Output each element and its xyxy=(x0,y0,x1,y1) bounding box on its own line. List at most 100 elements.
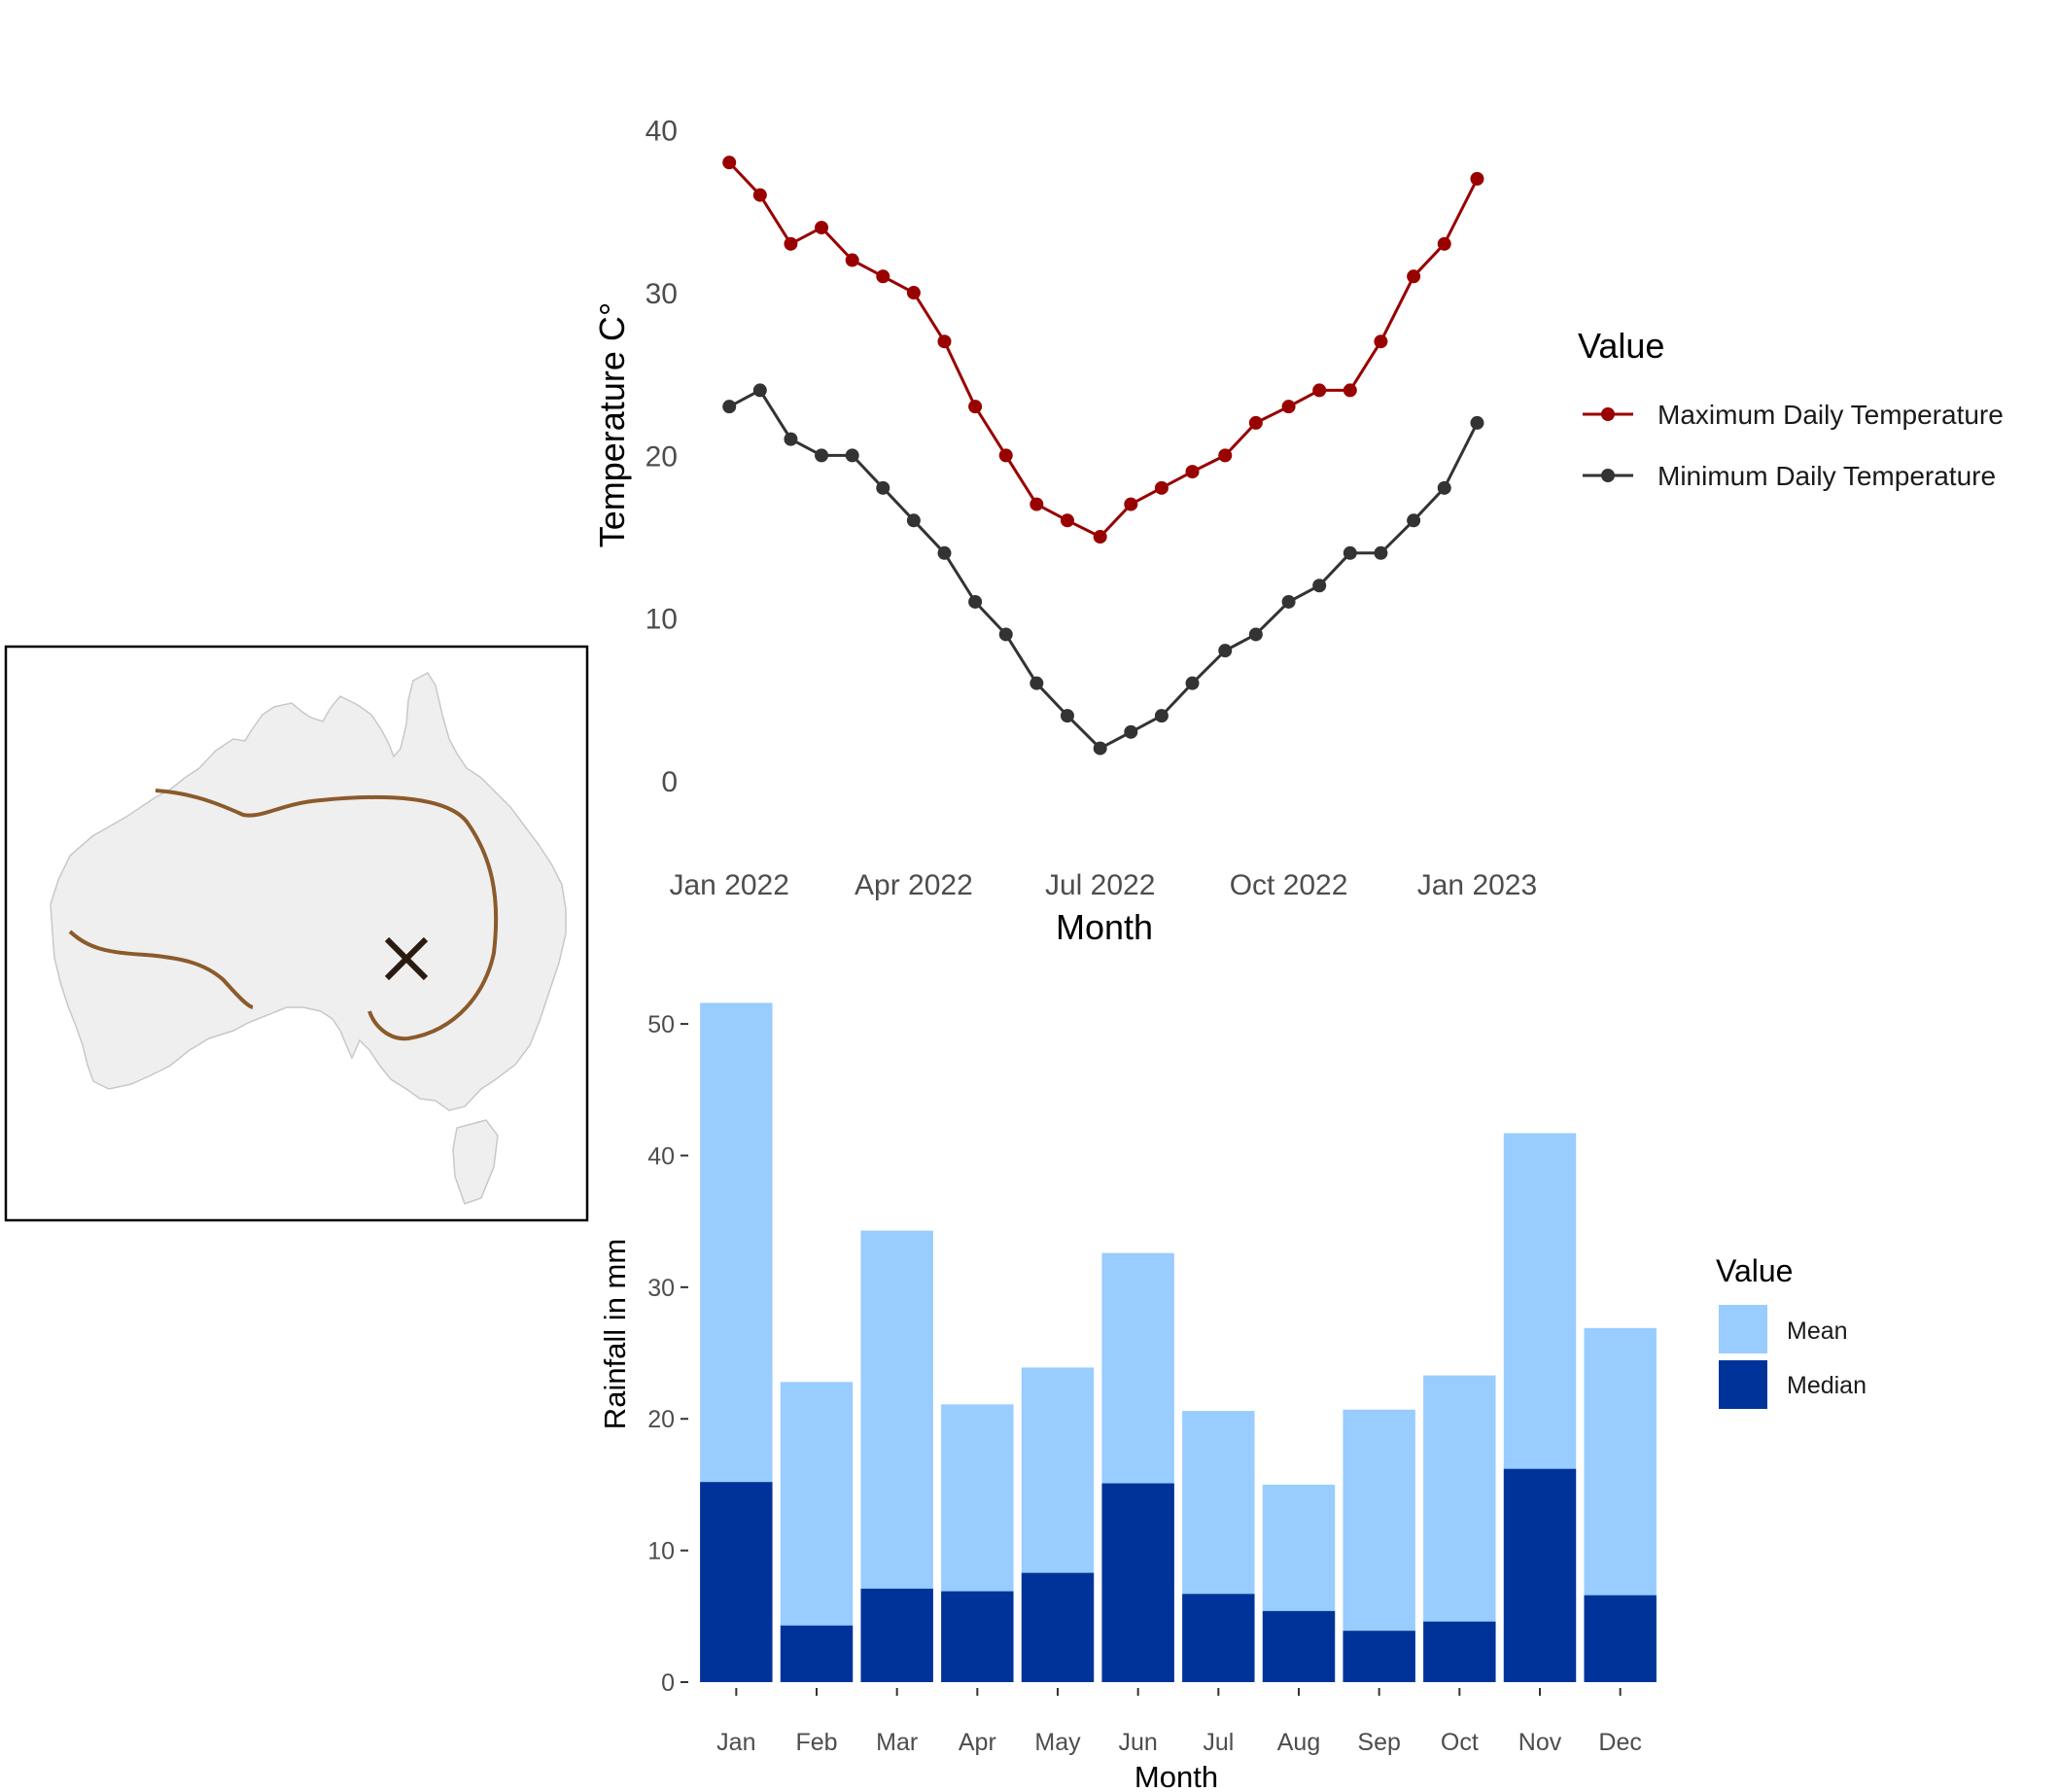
bar-y-tick-label: 40 xyxy=(647,1142,675,1170)
line-x-axis-title: Month xyxy=(1056,907,1153,947)
temperature-line-chart: 0 10 20 30 40 Jan 2022 Apr 2022 Jul 2022 Oct 20… xyxy=(592,116,2004,947)
data-point xyxy=(784,432,798,446)
bar-y-tick-label: 10 xyxy=(647,1538,675,1565)
bar-median xyxy=(1343,1631,1415,1682)
data-point xyxy=(937,334,952,349)
data-point xyxy=(1154,709,1169,723)
bar-x-tick-label: Jul xyxy=(1203,1729,1234,1756)
bar-x-tick-label: Mar xyxy=(876,1729,918,1756)
bar-y-axis-title: Rainfall in mm xyxy=(598,1239,632,1429)
data-point xyxy=(937,545,952,560)
data-point xyxy=(968,594,983,609)
data-point xyxy=(1248,415,1263,430)
line-x-tick-label: Jan 2023 xyxy=(1417,869,1537,901)
line-y-axis-title: Temperature C° xyxy=(592,302,632,548)
data-point xyxy=(1407,269,1421,284)
line-x-axis-ticks: Jan 2022 Apr 2022 Jul 2022 Oct 2022 Jan 2023 xyxy=(669,869,1537,901)
legend-label-mean: Mean xyxy=(1787,1318,1848,1345)
data-point xyxy=(1218,644,1233,658)
climate-boundary-line xyxy=(68,789,499,1041)
bar-median xyxy=(1503,1468,1577,1682)
data-point xyxy=(1185,676,1200,690)
data-point xyxy=(845,448,859,463)
data-point xyxy=(1312,579,1327,593)
bar-y-tick-label: 30 xyxy=(647,1275,675,1302)
data-point xyxy=(1124,724,1138,739)
bar-x-tick-label: Oct xyxy=(1441,1729,1479,1756)
data-point xyxy=(1281,594,1296,609)
legend-swatch-median xyxy=(1719,1360,1767,1409)
data-point xyxy=(1093,741,1107,755)
bar-x-tick-label: Aug xyxy=(1277,1729,1320,1756)
series-max-temperature xyxy=(722,156,1484,545)
bar-x-axis-title: Month xyxy=(1134,1760,1218,1792)
line-x-tick-label: Oct 2022 xyxy=(1230,869,1348,901)
data-point xyxy=(752,383,767,398)
data-point xyxy=(1437,236,1451,251)
bar-x-tick-label: Jan xyxy=(716,1729,755,1756)
data-point xyxy=(1093,530,1107,545)
series-line xyxy=(728,161,1479,539)
bar-y-tick-label: 20 xyxy=(647,1406,675,1433)
line-x-tick-label: Jul 2022 xyxy=(1045,869,1155,901)
bar-y-tick-label: 50 xyxy=(647,1011,675,1038)
line-x-tick-label: Apr 2022 xyxy=(855,869,973,901)
data-point xyxy=(1154,480,1169,495)
legend-swatch-mean xyxy=(1719,1305,1767,1353)
x-mark-icon xyxy=(384,936,429,981)
data-point xyxy=(1248,627,1263,642)
series-min-temperature xyxy=(722,383,1484,755)
bar-series-group xyxy=(700,1002,1657,1682)
legend-label-median: Median xyxy=(1787,1372,1867,1399)
line-legend-title: Value xyxy=(1578,326,1664,366)
data-point xyxy=(815,448,829,463)
line-y-tick-label: 20 xyxy=(646,440,678,473)
legend-label-max: Maximum Daily Temperature xyxy=(1658,400,2004,430)
bar-y-tick-label: 0 xyxy=(661,1669,675,1697)
data-point xyxy=(876,269,890,284)
bar-x-tick-label: Apr xyxy=(959,1729,996,1756)
data-point xyxy=(1218,448,1233,463)
legend-item-min: Minimum Daily Temperature xyxy=(1583,461,1996,491)
line-y-tick-label: 10 xyxy=(646,604,678,636)
bar-median xyxy=(1262,1610,1336,1682)
data-point xyxy=(1124,497,1138,511)
data-point xyxy=(1281,400,1296,414)
data-point xyxy=(1470,171,1484,186)
data-point xyxy=(1470,415,1484,430)
legend-item-max: Maximum Daily Temperature xyxy=(1583,400,2004,430)
bar-median xyxy=(1584,1595,1657,1682)
bar-x-axis-ticks: Jan Feb Mar Apr May Jun Jul Aug Sep Oct Nov Dec xyxy=(716,1688,1642,1756)
bar-median xyxy=(1182,1594,1255,1682)
bar-median xyxy=(941,1591,1014,1682)
data-point xyxy=(906,286,921,300)
line-y-tick-label: 30 xyxy=(646,278,678,310)
data-point xyxy=(1374,545,1388,560)
rainfall-bar-chart: 0 10 20 30 40 50 Jan Feb Mar Apr May Jun Jul Aug Sep O… xyxy=(598,1002,1867,1792)
bar-median xyxy=(1021,1572,1095,1682)
data-point xyxy=(998,448,1013,463)
bar-median xyxy=(1101,1483,1174,1682)
data-point xyxy=(1060,513,1074,528)
data-point xyxy=(784,236,798,251)
legend-label-min: Minimum Daily Temperature xyxy=(1658,461,1996,491)
line-y-tick-label: 0 xyxy=(661,766,678,798)
bar-median xyxy=(780,1625,854,1682)
line-y-axis-ticks: 0 10 20 30 40 xyxy=(646,116,678,798)
data-point xyxy=(1030,497,1044,511)
bar-x-tick-label: Nov xyxy=(1518,1729,1562,1756)
data-point xyxy=(815,221,829,235)
line-series-group xyxy=(722,156,1484,755)
data-point xyxy=(1185,465,1200,479)
bar-x-tick-label: May xyxy=(1034,1729,1081,1756)
line-legend: Value Maximum Daily Temperature Minimum … xyxy=(1578,326,2004,491)
bar-legend: Value Mean Median xyxy=(1716,1253,1867,1409)
bar-y-axis-ticks: 0 10 20 30 40 50 xyxy=(647,1011,688,1697)
bar-legend-title: Value xyxy=(1716,1253,1793,1288)
data-point xyxy=(968,400,983,414)
bar-x-tick-label: Feb xyxy=(795,1729,837,1756)
data-point xyxy=(722,156,737,170)
line-y-tick-label: 40 xyxy=(646,116,678,148)
data-point xyxy=(1343,383,1357,398)
